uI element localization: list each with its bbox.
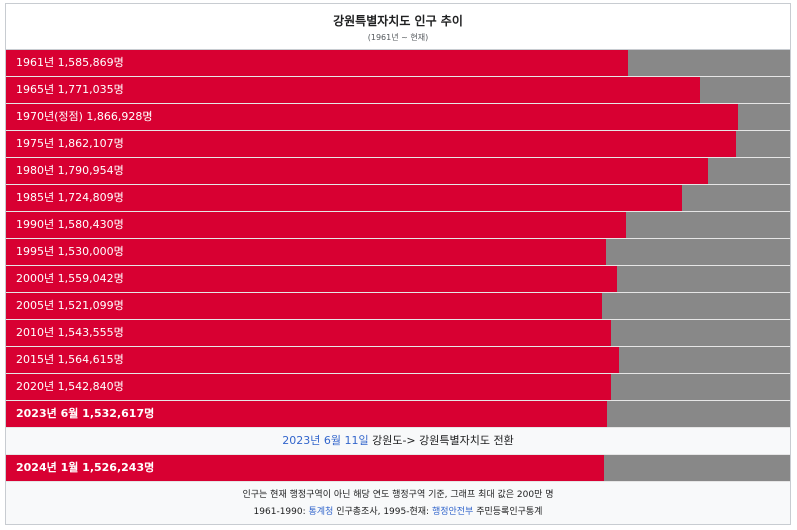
bar-track — [6, 293, 790, 319]
bar-label: 2024년 1월 1,526,243명 — [16, 461, 155, 474]
bar-row: 1975년 1,862,107명 — [6, 131, 790, 158]
bar-track — [6, 212, 790, 238]
bar-row: 1970년(정점) 1,866,928명 — [6, 104, 790, 131]
bar-row: 1961년 1,585,869명 — [6, 50, 790, 77]
bar — [6, 50, 628, 76]
bar-label: 1980년 1,790,954명 — [16, 164, 124, 177]
transition-text: 강원도-> 강원특별자치도 전환 — [368, 434, 514, 447]
footer-sources: 1961-1990: 통계청 인구총조사, 1995-현재: 행정안전부 주민등… — [6, 504, 790, 521]
bars-group-before-transition: 1961년 1,585,869명 1965년 1,771,035명 1970년(정점… — [6, 50, 790, 428]
bar-track — [6, 185, 790, 211]
footer-sources-middle: 인구총조사, 1995-현재: — [333, 507, 432, 517]
bar-track — [6, 239, 790, 265]
bar-track — [6, 374, 790, 400]
bar-track — [6, 104, 790, 130]
transition-date-link[interactable]: 2023년 6월 11일 — [282, 434, 369, 447]
chart-subtitle: (1961년 ~ 현재) — [367, 33, 429, 42]
chart-title: 강원특별자치도 인구 추이 — [333, 14, 463, 28]
ministry-interior-link[interactable]: 행정안전부 — [431, 507, 474, 517]
bars-group-after-transition: 2024년 1월 1,526,243명 — [6, 455, 790, 482]
bar — [6, 401, 607, 427]
bar — [6, 212, 626, 238]
bar-label: 1975년 1,862,107명 — [16, 137, 124, 150]
chart-footer: 인구는 현재 행정구역이 아닌 해당 연도 행정구역 기준, 그래프 최대 값은… — [6, 482, 790, 521]
bar — [6, 320, 612, 346]
bar-label: 1965년 1,771,035명 — [16, 83, 124, 96]
bar-row: 1985년 1,724,809명 — [6, 185, 790, 212]
bar-label: 1990년 1,580,430명 — [16, 218, 124, 231]
bar — [6, 131, 736, 157]
bar-label: 2020년 1,542,840명 — [16, 380, 124, 393]
bar-row: 2005년 1,521,099명 — [6, 293, 790, 320]
bar — [6, 104, 738, 130]
bar-label: 1985년 1,724,809명 — [16, 191, 124, 204]
footer-sources-suffix: 주민등록인구통계 — [473, 507, 543, 517]
bar-track — [6, 50, 790, 76]
chart-header: 강원특별자치도 인구 추이 (1961년 ~ 현재) — [6, 4, 790, 50]
bar-track — [6, 401, 790, 427]
bar-row: 2024년 1월 1,526,243명 — [6, 455, 790, 482]
bar-track — [6, 158, 790, 184]
bar — [6, 185, 683, 211]
bar-label: 2000년 1,559,042명 — [16, 272, 124, 285]
bar — [6, 239, 606, 265]
bar-row: 2020년 1,542,840명 — [6, 374, 790, 401]
bar-row: 2000년 1,559,042명 — [6, 266, 790, 293]
bar-label: 1970년(정점) 1,866,928명 — [16, 110, 153, 123]
bar-row: 1980년 1,790,954명 — [6, 158, 790, 185]
bar-row: 2010년 1,543,555명 — [6, 320, 790, 347]
bar-row: 2023년 6월 1,532,617명 — [6, 401, 790, 428]
bar — [6, 455, 605, 481]
bar — [6, 158, 709, 184]
bar-track — [6, 347, 790, 373]
bar-track — [6, 320, 790, 346]
bar-row: 1995년 1,530,000명 — [6, 239, 790, 266]
bar-track — [6, 455, 790, 481]
bar-label: 1995년 1,530,000명 — [16, 245, 124, 258]
bar — [6, 266, 618, 292]
bar-track — [6, 131, 790, 157]
bar-track — [6, 266, 790, 292]
bar-row: 1990년 1,580,430명 — [6, 212, 790, 239]
bar-label: 2010년 1,543,555명 — [16, 326, 124, 339]
population-chart-box: 강원특별자치도 인구 추이 (1961년 ~ 현재) 1961년 1,585,8… — [5, 3, 791, 525]
bar-row: 2015년 1,564,615명 — [6, 347, 790, 374]
bar-row: 1965년 1,771,035명 — [6, 77, 790, 104]
bar — [6, 293, 603, 319]
footer-note: 인구는 현재 행정구역이 아닌 해당 연도 행정구역 기준, 그래프 최대 값은… — [242, 490, 554, 500]
bar — [6, 77, 701, 103]
transition-note: 2023년 6월 11일 강원도-> 강원특별자치도 전환 — [6, 428, 790, 455]
bar — [6, 347, 620, 373]
bar-label: 2005년 1,521,099명 — [16, 299, 124, 312]
bar-track — [6, 77, 790, 103]
bar-label: 2023년 6월 1,532,617명 — [16, 407, 155, 420]
bar-label: 1961년 1,585,869명 — [16, 56, 124, 69]
bar-label: 2015년 1,564,615명 — [16, 353, 124, 366]
footer-sources-prefix: 1961-1990: — [253, 507, 309, 517]
bar — [6, 374, 611, 400]
statistics-korea-link[interactable]: 통계청 — [308, 507, 334, 517]
